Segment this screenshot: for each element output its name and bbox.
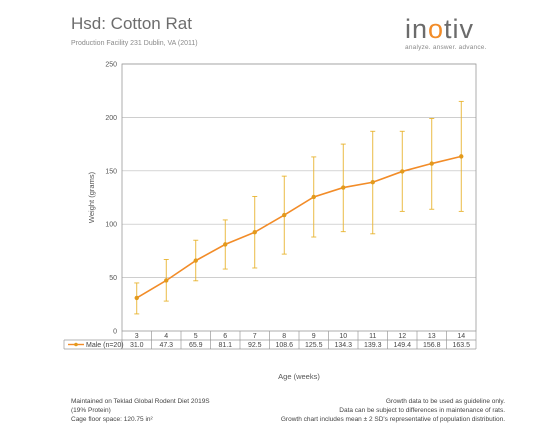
data-table-value: 31.0 — [130, 342, 144, 349]
data-table-value: 125.5 — [305, 342, 323, 349]
x-tick-label: 10 — [339, 333, 347, 340]
x-tick-label: 5 — [194, 333, 198, 340]
logo-wordmark: inotiv — [405, 16, 505, 43]
footer-right-line: Growth data to be used as guideline only… — [385, 398, 505, 405]
y-tick-label: 150 — [105, 168, 117, 175]
data-point — [370, 180, 375, 185]
logo-word-pre: in — [405, 14, 429, 44]
data-table-value: 92.5 — [248, 342, 262, 349]
x-axis-label: Age (weeks) — [278, 372, 320, 381]
y-tick-label: 100 — [105, 222, 117, 229]
footer-left-line: (19% Protein) — [71, 407, 111, 414]
x-tick-label: 8 — [282, 333, 286, 340]
data-point — [223, 242, 228, 247]
x-tick-label: 9 — [312, 333, 316, 340]
data-point — [400, 169, 405, 174]
data-point — [311, 194, 316, 200]
inotiv-logo: inotiv analyze. answer. advance. — [405, 16, 505, 56]
page-subtitle: Production Facility 231 Dublin, VA (2011… — [71, 40, 198, 47]
legend-label: Male (n=20) — [86, 342, 124, 349]
x-tick-label: 12 — [398, 333, 406, 340]
data-point — [282, 212, 287, 218]
data-point — [134, 295, 139, 301]
footer-diet-info: Maintained on Teklad Global Rodent Diet … — [71, 397, 210, 424]
data-table-value: 134.3 — [334, 342, 352, 349]
data-point — [193, 258, 198, 263]
logo-tagline: analyze. answer. advance. — [405, 44, 487, 51]
y-tick-label: 250 — [105, 62, 117, 69]
data-point — [459, 154, 464, 159]
data-point — [252, 230, 257, 235]
plot-area-border — [121, 63, 477, 332]
data-point — [164, 278, 169, 283]
y-tick-label: 200 — [105, 115, 117, 122]
x-tick-label: 11 — [369, 333, 376, 340]
y-tick-label: 0 — [113, 329, 117, 336]
x-tick-label: 4 — [164, 333, 168, 340]
footer-left-line: Cage floor space: 120.75 in² — [71, 416, 153, 423]
series-line — [136, 155, 462, 299]
x-tick-label: 13 — [428, 333, 436, 340]
footer-disclaimer: Growth data to be used as guideline only… — [281, 397, 505, 424]
data-table-value: 149.4 — [393, 342, 411, 349]
page-title: Hsd: Cotton Rat — [71, 14, 192, 33]
data-table-value: 156.8 — [423, 342, 441, 349]
y-tick-label: 50 — [109, 275, 117, 282]
y-axis-label: Weight (grams) — [87, 171, 96, 223]
legend-marker — [74, 342, 78, 347]
footer-left-line: Maintained on Teklad Global Rodent Diet … — [71, 398, 210, 405]
data-table-value: 108.6 — [275, 342, 293, 349]
data-point — [429, 161, 434, 166]
x-tick-label: 7 — [253, 333, 257, 340]
data-table-value: 47.3 — [159, 342, 173, 349]
data-table-value: 163.5 — [452, 342, 470, 349]
logo-word-o: o — [428, 14, 445, 44]
footer-right-line: Growth chart includes mean ± 2 SD's repr… — [280, 416, 505, 423]
x-tick-label: 6 — [223, 333, 227, 340]
data-table-value: 139.3 — [364, 342, 382, 349]
data-point — [341, 185, 346, 190]
x-tick-label: 3 — [135, 333, 139, 340]
data-table-value: 65.9 — [189, 342, 203, 349]
x-tick-label: 14 — [457, 333, 465, 340]
data-table-value: 81.1 — [218, 342, 232, 349]
logo-word-post: tiv — [444, 14, 475, 44]
footer-right-line: Data can be subject to differences in ma… — [339, 407, 505, 414]
